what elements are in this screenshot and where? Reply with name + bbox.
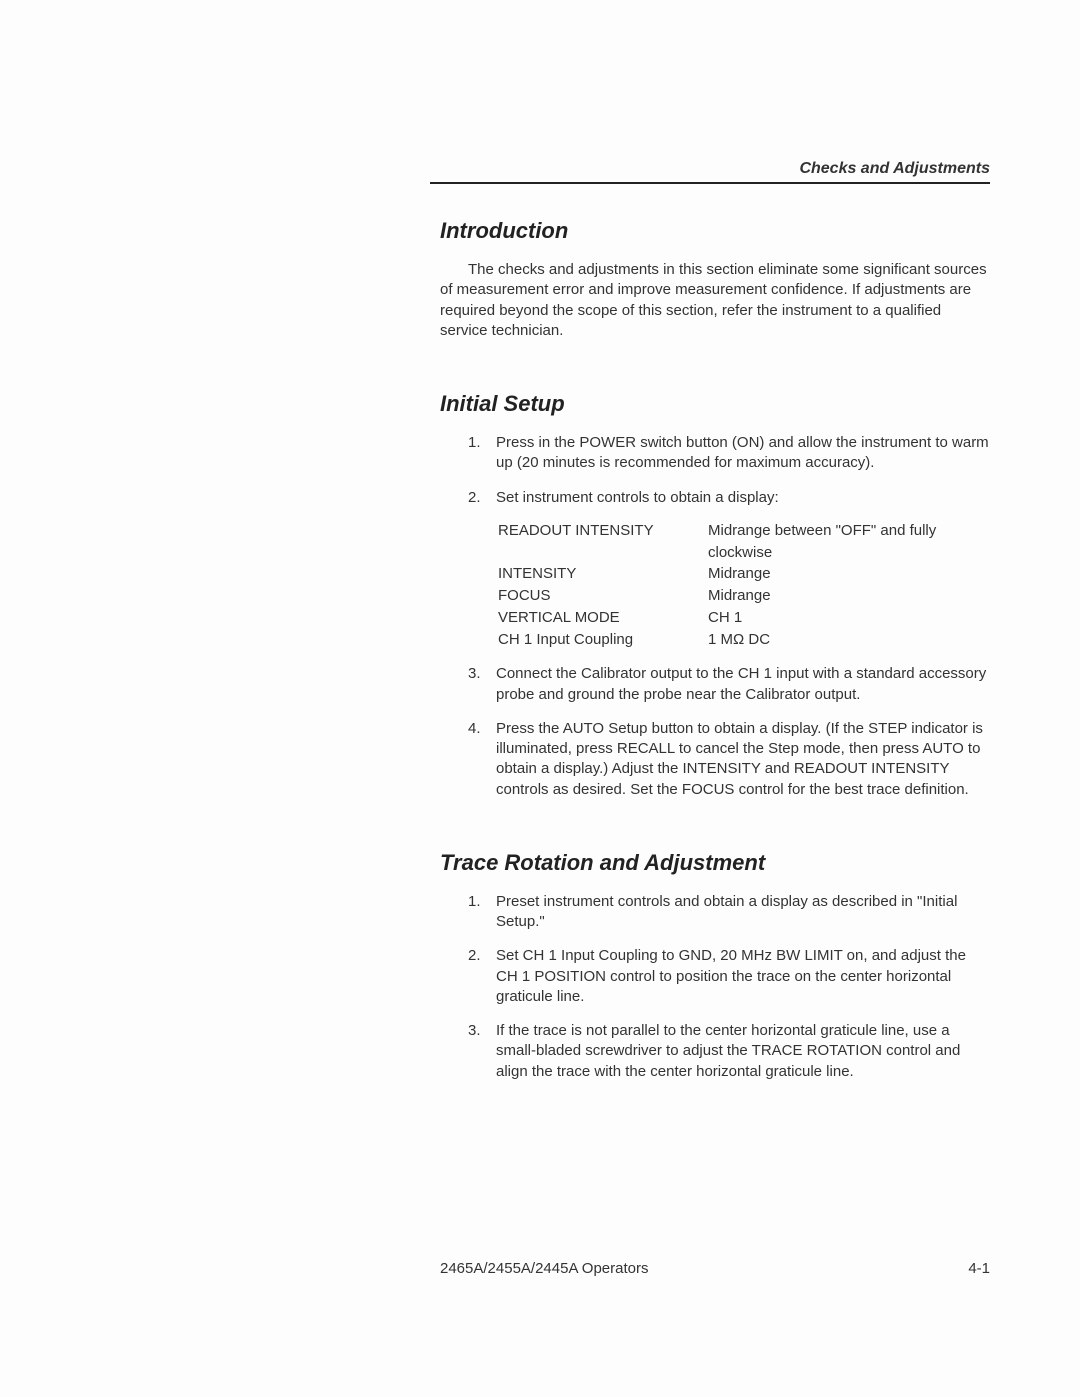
settings-label: INTENSITY bbox=[498, 563, 708, 585]
section-title-trace-rotation: Trace Rotation and Adjustment bbox=[440, 850, 990, 876]
list-number: 3. bbox=[468, 1021, 496, 1082]
list-text: Press the AUTO Setup button to obtain a … bbox=[496, 719, 990, 800]
list-item: 4. Press the AUTO Setup button to obtain… bbox=[468, 719, 990, 800]
list-text: Preset instrument controls and obtain a … bbox=[496, 892, 990, 933]
trace-list: 1. Preset instrument controls and obtain… bbox=[440, 892, 990, 1082]
settings-table: READOUT INTENSITY Midrange between "OFF"… bbox=[498, 520, 990, 651]
settings-row: CH 1 Input Coupling 1 MΩ DC bbox=[498, 629, 990, 651]
list-item: 2. Set CH 1 Input Coupling to GND, 20 MH… bbox=[468, 946, 990, 1007]
page: Checks and Adjustments Introduction The … bbox=[0, 0, 1080, 1397]
list-number: 2. bbox=[468, 488, 496, 508]
list-number: 1. bbox=[468, 892, 496, 933]
settings-label: FOCUS bbox=[498, 585, 708, 607]
list-text: Set CH 1 Input Coupling to GND, 20 MHz B… bbox=[496, 946, 990, 1007]
settings-row: VERTICAL MODE CH 1 bbox=[498, 607, 990, 629]
section-title-initial-setup: Initial Setup bbox=[440, 391, 990, 417]
setup-list-continued: 3. Connect the Calibrator output to the … bbox=[440, 664, 990, 800]
settings-row: READOUT INTENSITY Midrange between "OFF"… bbox=[498, 520, 990, 564]
footer-page-number: 4-1 bbox=[968, 1260, 990, 1277]
list-item: 3. If the trace is not parallel to the c… bbox=[468, 1021, 990, 1082]
list-item: 2. Set instrument controls to obtain a d… bbox=[468, 488, 990, 508]
header-rule bbox=[430, 182, 990, 184]
settings-value: Midrange between "OFF" and fully clockwi… bbox=[708, 520, 990, 564]
page-footer: 2465A/2455A/2445A Operators 4-1 bbox=[440, 1260, 990, 1277]
list-number: 2. bbox=[468, 946, 496, 1007]
list-item: 1. Preset instrument controls and obtain… bbox=[468, 892, 990, 933]
settings-value: CH 1 bbox=[708, 607, 990, 629]
list-text: Press in the POWER switch button (ON) an… bbox=[496, 433, 990, 474]
list-number: 3. bbox=[468, 664, 496, 705]
settings-value: Midrange bbox=[708, 585, 990, 607]
list-item: 3. Connect the Calibrator output to the … bbox=[468, 664, 990, 705]
list-item: 1. Press in the POWER switch button (ON)… bbox=[468, 433, 990, 474]
footer-model: 2465A/2455A/2445A Operators bbox=[440, 1260, 649, 1277]
intro-paragraph: The checks and adjustments in this secti… bbox=[440, 260, 990, 341]
settings-value: Midrange bbox=[708, 563, 990, 585]
section-title-introduction: Introduction bbox=[440, 218, 990, 244]
settings-label: CH 1 Input Coupling bbox=[498, 629, 708, 651]
list-number: 4. bbox=[468, 719, 496, 800]
list-text: If the trace is not parallel to the cent… bbox=[496, 1021, 990, 1082]
settings-label: READOUT INTENSITY bbox=[498, 520, 708, 564]
settings-row: INTENSITY Midrange bbox=[498, 563, 990, 585]
settings-row: FOCUS Midrange bbox=[498, 585, 990, 607]
list-number: 1. bbox=[468, 433, 496, 474]
setup-list: 1. Press in the POWER switch button (ON)… bbox=[440, 433, 990, 508]
list-text: Set instrument controls to obtain a disp… bbox=[496, 488, 990, 508]
list-text: Connect the Calibrator output to the CH … bbox=[496, 664, 990, 705]
settings-value: 1 MΩ DC bbox=[708, 629, 990, 651]
settings-label: VERTICAL MODE bbox=[498, 607, 708, 629]
header-section-title: Checks and Adjustments bbox=[799, 160, 990, 178]
